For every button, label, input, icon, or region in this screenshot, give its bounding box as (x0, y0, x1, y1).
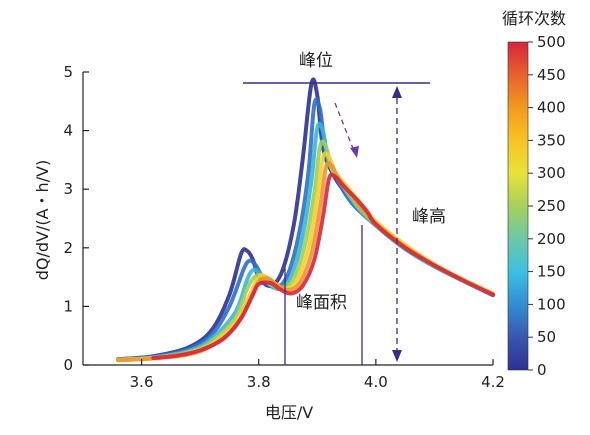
x-tick-label: 3.8 (247, 373, 271, 391)
peak-position-label: 峰位 (299, 51, 333, 71)
series-line-cycle-300 (116, 139, 495, 362)
colorbar-tick-label: 500 (537, 33, 566, 51)
y-tick-label: 1 (63, 297, 73, 315)
y-tick-label: 2 (63, 239, 73, 257)
colorbar-tick-label: 200 (537, 230, 566, 248)
colorbar-tick-label: 0 (537, 361, 547, 379)
colorbar-tick-label: 150 (537, 263, 566, 281)
colorbar-tick-label: 400 (537, 99, 566, 117)
colorbar-tick-label: 350 (537, 131, 566, 149)
y-ticks: 0 1 2 3 4 5 (63, 63, 89, 374)
x-tick-label: 4.2 (481, 373, 505, 391)
colorbar-tick-label: 250 (537, 197, 566, 215)
x-tick-label: 3.6 (130, 373, 154, 391)
x-tick-label: 4.0 (364, 373, 388, 391)
y-tick-label: 0 (63, 356, 73, 374)
peak-height-label: 峰高 (412, 207, 446, 227)
shift-arrow-line (334, 102, 355, 152)
y-tick-label: 4 (63, 122, 73, 140)
y-tick-label: 5 (63, 63, 73, 81)
x-axis-label: 电压/V (265, 403, 313, 422)
colorbar-ticks: 0 50 100 150 200 250 300 350 400 450 500 (528, 33, 566, 379)
colorbar-tick-label: 300 (537, 164, 566, 182)
series-layer (116, 77, 495, 363)
colorbar-tick-label: 100 (537, 295, 566, 313)
peak-height-arrowhead-top (392, 86, 402, 98)
y-axis-label: dQ/dV/(A・h/V) (33, 160, 52, 281)
peak-area-label: 峰面积 (296, 293, 347, 313)
peak-height-arrowhead-bottom (392, 350, 402, 362)
series-line-cycle-500 (151, 172, 495, 360)
y-tick-label: 3 (63, 180, 73, 198)
colorbar-tick-label: 450 (537, 66, 566, 84)
shift-arrowhead (350, 146, 359, 158)
x-ticks: 3.6 3.8 4.0 4.2 (130, 359, 505, 391)
colorbar-title: 循环次数 (502, 9, 566, 28)
colorbar-tick-label: 50 (537, 328, 556, 346)
colorbar (507, 41, 529, 371)
